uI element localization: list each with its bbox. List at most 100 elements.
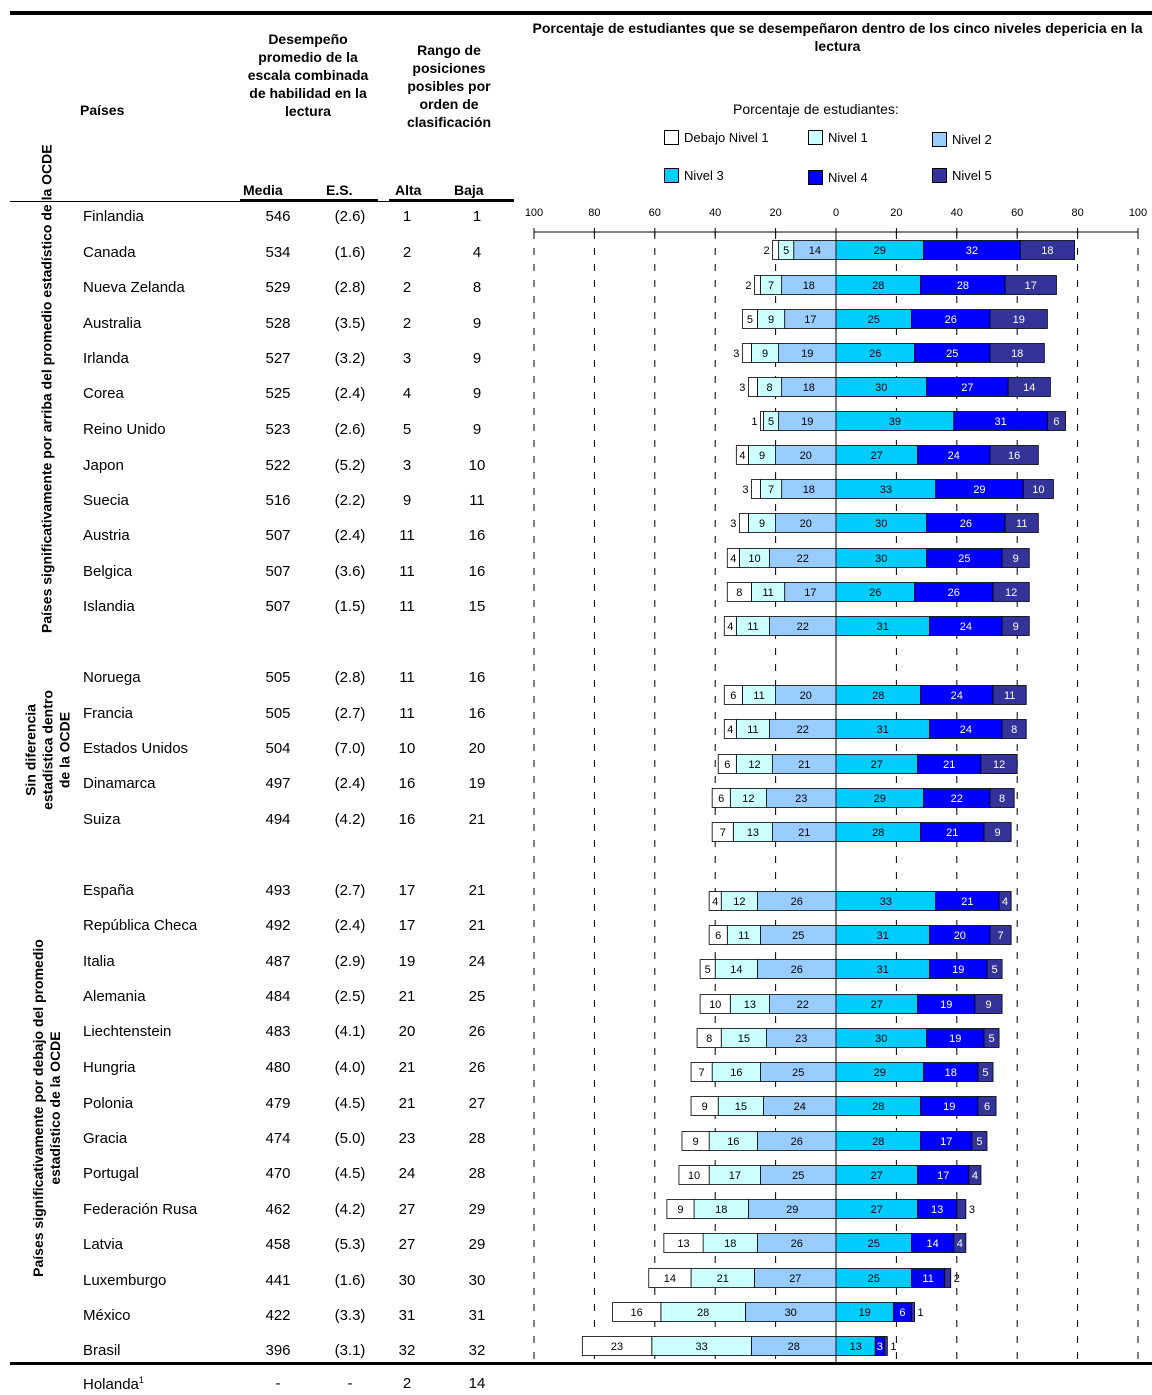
bar-value-label: 26 [791,896,803,908]
table-row: Finlandia 546 (2.6) 1 1 [0,208,520,228]
bar-value-label: 25 [868,1238,880,1250]
bar-value-label: 1 [918,1307,924,1319]
se-value: (1.5) [334,598,366,615]
se-value: (7.0) [334,740,366,757]
table-row: Dinamarca 497 (2.4) 16 19 [0,775,520,795]
rank-high: 31 [398,1307,416,1324]
rank-low: 9 [472,350,482,367]
bar-value-label: 9 [985,999,991,1011]
bar-value-label: 31 [877,964,889,976]
country-name-text: Holanda [83,1376,139,1393]
table-row: Liechtenstein 483 (4.1) 20 26 [0,1023,520,1043]
legend-swatch [932,132,947,147]
bar-segment [883,1336,888,1356]
bar-segment [581,1336,653,1356]
bar-value-label: 28 [957,280,969,292]
country-name: Finlandia [83,208,144,225]
bar-value-label: 2 [954,1273,960,1285]
bar-value-label: 4 [727,724,733,736]
bar-value-label: 19 [801,348,813,360]
bar-value-label: 26 [791,964,803,976]
mean-value: 516 [265,492,291,509]
rank-low: 31 [468,1307,486,1324]
mean-value: 479 [265,1095,291,1112]
bar-value-label: 22 [797,724,809,736]
bar-value-label: 28 [872,827,884,839]
header-rango: Rango de posiciones posibles por orden d… [406,42,492,130]
bar-value-label: 9 [762,348,768,360]
bar-segment [723,685,743,705]
bar-value-label: 24 [948,450,960,462]
rank-high: 16 [398,811,416,828]
bar-value-label: 5 [705,964,711,976]
rank-high: 10 [398,740,416,757]
bar-segment [989,925,1012,945]
x-tick-label: 80 [588,207,600,219]
rank-high: 27 [398,1201,416,1218]
bar-value-label: 33 [880,484,892,496]
mean-value: 497 [265,775,291,792]
rank-low: 9 [472,385,482,402]
rank-low: 14 [468,1375,486,1392]
rank-low: 20 [468,740,486,757]
bar-value-label: 25 [792,1170,804,1182]
se-value: (4.5) [334,1095,366,1112]
se-value: (5.0) [334,1130,366,1147]
bar-segment [699,994,731,1014]
table-row: República Checa 492 (2.4) 17 21 [0,917,520,937]
bar-value-label: 21 [798,759,810,771]
bar-value-label: 20 [954,930,966,942]
country-name: Corea [83,385,124,402]
mean-value: 494 [265,811,291,828]
bar-value-label: 19 [859,1307,871,1319]
bar-value-label: 14 [809,245,821,257]
bar-segment [748,377,758,397]
bar-value-label: 16 [1008,450,1020,462]
bar-value-label: 12 [748,759,760,771]
se-value: (2.7) [334,705,366,722]
rank-low: 15 [468,598,486,615]
table-row: Islandia 507 (1.5) 11 15 [0,598,520,618]
country-name: Brasil [83,1342,121,1359]
bar-value-label: 21 [946,827,958,839]
bar-segment [911,1302,915,1322]
bar-value-label: 12 [742,793,754,805]
mean-value: 480 [265,1059,291,1076]
country-name: Noruega [83,669,141,686]
se-value: (2.8) [334,279,366,296]
bar-value-label: 25 [792,930,804,942]
bar-value-label: 33 [880,896,892,908]
se-value: (2.6) [334,421,366,438]
table-row: Australia 528 (3.5) 2 9 [0,315,520,335]
bar-value-label: 3 [730,518,736,530]
bar-value-label: 27 [871,999,883,1011]
mean-value: 493 [265,882,291,899]
bar-value-label: 6 [1053,416,1059,428]
table-row: Japon 522 (5.2) 3 10 [0,457,520,477]
rank-high: 9 [402,492,412,509]
mean-value: 474 [265,1130,291,1147]
rank-low: 29 [468,1236,486,1253]
mean-value: 441 [265,1272,291,1289]
legend-swatch [808,130,823,145]
country-name: Australia [83,315,142,332]
bar-segment [723,719,737,739]
rank-high: 11 [399,598,415,615]
bar-segment [735,445,749,465]
table-row: Francia 505 (2.7) 11 16 [0,705,520,725]
country-name: República Checa [83,917,198,934]
bar-value-label: 16 [730,1067,742,1079]
table-row: Belgica 507 (3.6) 11 16 [0,563,520,583]
rank-low: 1 [472,208,482,225]
bar-value-label: 26 [960,518,972,530]
rank-high: 20 [398,1023,416,1040]
bar-value-label: 23 [795,793,807,805]
table-row: Luxemburgo 441 (1.6) 30 30 [0,1272,520,1292]
table-row: Nueva Zelanda 529 (2.8) 2 8 [0,279,520,299]
mean-value: 396 [265,1342,291,1359]
bar-value-label: 31 [877,724,889,736]
rank-low: 11 [469,492,485,509]
bar-segment [1004,513,1039,533]
bar-value-label: 12 [733,896,745,908]
bar-segment [717,754,737,774]
